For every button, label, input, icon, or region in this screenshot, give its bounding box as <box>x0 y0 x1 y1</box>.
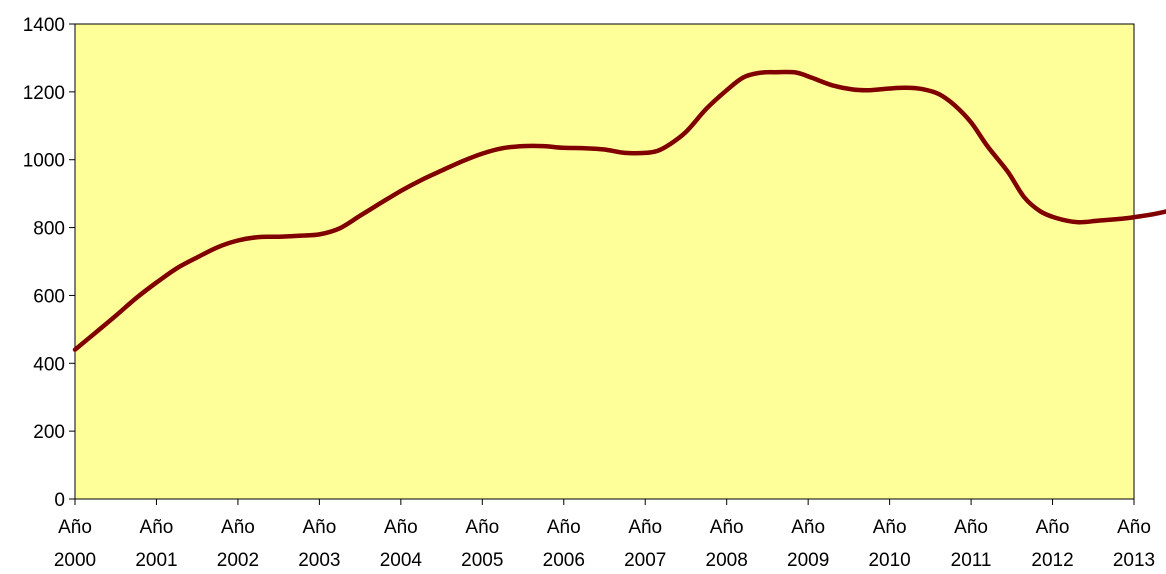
y-tick-label: 200 <box>33 422 65 443</box>
x-tick-label: Año <box>58 517 92 538</box>
x-tick-label: 2012 <box>1031 550 1073 571</box>
x-tick-label: 2002 <box>217 550 259 571</box>
x-tick-label: 2004 <box>380 550 423 571</box>
series-line <box>72 69 1166 352</box>
y-tick-label: 800 <box>33 219 65 240</box>
y-tick-label: 400 <box>33 354 65 375</box>
x-tick-label: 2011 <box>951 550 992 571</box>
x-tick-label: 2007 <box>624 550 666 571</box>
y-tick-label: 0 <box>54 490 65 511</box>
x-tick-label: Año <box>384 517 418 538</box>
series-layer <box>72 69 1166 352</box>
x-axis: Año 2000 Año 2001 Año 2002 Año 2003 Año 2004 Año 20… <box>54 499 1155 571</box>
x-tick-label: 2005 <box>461 550 503 571</box>
x-tick-label: Año <box>465 517 499 538</box>
x-tick-label: 2009 <box>787 550 829 571</box>
x-tick-label: 2008 <box>706 550 748 571</box>
x-tick-label: 2001 <box>135 550 177 571</box>
x-tick-label: Año <box>221 517 255 538</box>
x-tick-label: Año <box>302 517 336 538</box>
x-tick-label: Año <box>1117 517 1151 538</box>
x-tick-label: 2000 <box>54 550 96 571</box>
x-tick-label: Año <box>710 517 744 538</box>
y-tick-label: 600 <box>33 286 65 307</box>
x-tick-label: 2010 <box>868 550 910 571</box>
x-tick-label: 2013 <box>1113 550 1155 571</box>
y-tick-label: 1400 <box>23 15 65 36</box>
y-tick-label: 1200 <box>23 83 65 104</box>
x-tick-label: Año <box>140 517 174 538</box>
x-tick-label: Año <box>1036 517 1070 538</box>
x-tick-label: Año <box>628 517 662 538</box>
x-tick-label: Año <box>547 517 581 538</box>
y-tick-label: 1000 <box>23 151 65 172</box>
x-tick-label: 2003 <box>298 550 340 571</box>
x-tick-label: Año <box>954 517 988 538</box>
y-axis: 0 200 400 600 800 1000 1200 1400 <box>23 15 75 511</box>
x-tick-label: Año <box>873 517 907 538</box>
x-tick-label: Año <box>791 517 825 538</box>
x-tick-label: 2006 <box>543 550 585 571</box>
plot-area <box>74 23 1135 500</box>
